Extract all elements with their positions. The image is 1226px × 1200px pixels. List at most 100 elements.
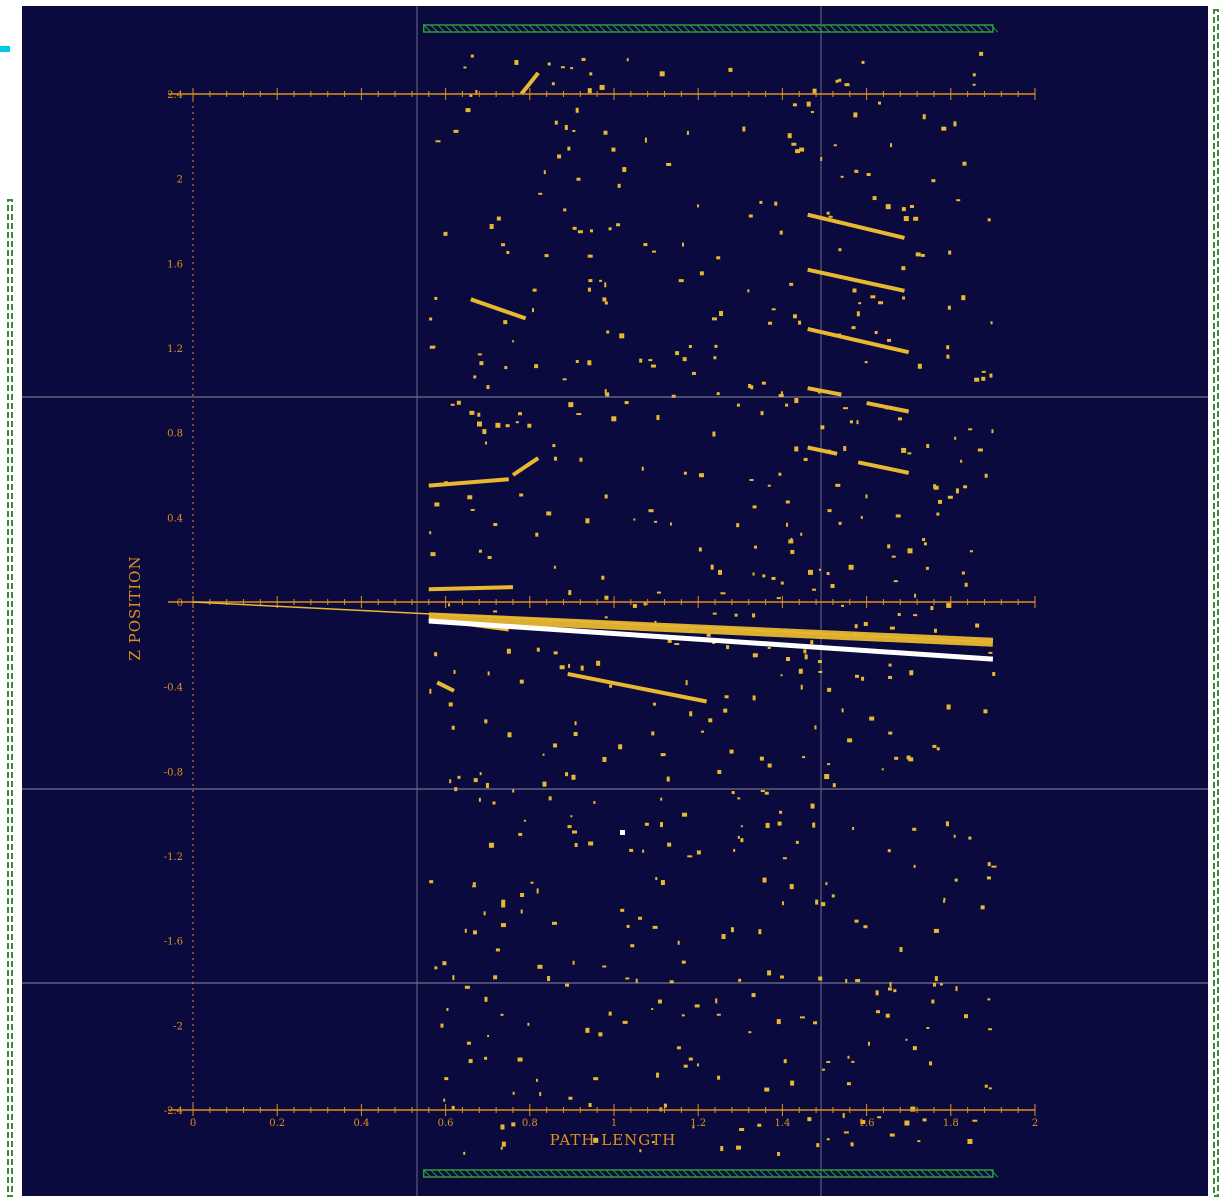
track-segment-8 <box>807 212 905 240</box>
track-segment-12 <box>866 401 910 414</box>
hit-point <box>771 576 776 580</box>
hit-point <box>537 964 543 969</box>
boundary-hatch <box>514 24 523 33</box>
hit-point <box>683 1064 688 1068</box>
hit-point <box>913 864 916 868</box>
hit-point <box>484 719 488 722</box>
boundary-hatch <box>451 1169 460 1178</box>
hit-point <box>682 812 688 817</box>
x-tick-labels: 0 0.2 0.4 0.6 0.8 1 1.2 1.4 1.6 1.8 2 <box>190 1118 1038 1129</box>
boundary-hatch <box>472 24 481 33</box>
hit-point <box>538 192 543 195</box>
hit-point <box>907 452 912 455</box>
boundary-hatch <box>843 1169 852 1178</box>
y-axis-title: Z POSITION <box>126 555 144 660</box>
hit-point <box>794 398 799 404</box>
hit-point <box>860 515 863 519</box>
hit-point <box>930 606 934 611</box>
boundary-hatch <box>528 24 537 33</box>
hit-point <box>889 626 895 630</box>
boundary-hatch <box>990 1169 999 1178</box>
hit-point <box>730 927 734 933</box>
hit-point <box>589 72 593 76</box>
hit-point <box>434 652 438 657</box>
hit-point <box>899 947 903 953</box>
hit-point <box>749 479 754 482</box>
hit-point <box>472 885 477 888</box>
boundary-hatch <box>598 24 607 33</box>
hit-point <box>835 483 841 487</box>
hit-point <box>728 67 733 72</box>
hit-point <box>570 815 573 818</box>
boundary-hatch <box>780 1169 789 1178</box>
hit-point <box>953 834 956 838</box>
hit-point <box>547 976 551 982</box>
boundary-band-0 <box>423 24 994 33</box>
hit-point <box>888 731 893 735</box>
hit-point <box>511 1122 516 1127</box>
hit-point <box>936 512 940 516</box>
boundary-hatch <box>850 1169 859 1178</box>
hit-point <box>674 643 680 646</box>
hit-point <box>666 776 670 782</box>
boundary-hatch <box>465 1169 474 1178</box>
hit-point <box>571 774 576 780</box>
hit-point <box>947 495 953 499</box>
boundary-hatch <box>703 24 712 33</box>
hit-point <box>752 613 756 618</box>
hit-point <box>451 1105 455 1110</box>
track-segment-3 <box>511 456 540 477</box>
hit-point <box>539 1092 542 1097</box>
hit-point <box>678 279 684 283</box>
hit-point <box>440 1023 444 1028</box>
hit-point <box>812 588 817 591</box>
hit-point <box>479 361 484 366</box>
hit-point <box>778 394 784 398</box>
hit-point <box>651 1141 655 1144</box>
hit-point <box>523 819 526 822</box>
hit-point <box>454 787 458 792</box>
hit-point <box>616 223 621 227</box>
hit-point <box>604 595 609 600</box>
hit-point <box>943 899 946 903</box>
hit-point <box>469 410 475 415</box>
boundary-hatch <box>521 24 530 33</box>
hit-point <box>488 842 494 848</box>
boundary-hatch <box>423 24 432 33</box>
boundary-hatch <box>675 1169 684 1178</box>
boundary-hatch <box>444 1169 453 1178</box>
boundary-hatch <box>857 1169 866 1178</box>
boundary-hatch <box>906 1169 915 1178</box>
hit-point <box>660 822 664 828</box>
hit-point <box>780 581 784 585</box>
hit-point <box>737 835 740 839</box>
hit-point <box>696 850 701 855</box>
boundary-hatch <box>773 24 782 33</box>
hit-point <box>642 849 645 853</box>
y-tick-label: -2 <box>173 1021 183 1032</box>
hit-point <box>815 899 819 905</box>
hit-point <box>897 613 901 617</box>
hit-point <box>850 1142 854 1147</box>
hit-point <box>430 552 436 557</box>
boundary-hatch <box>787 1169 796 1178</box>
hit-point <box>827 509 832 513</box>
boundary-hatch <box>458 24 467 33</box>
hit-point <box>854 624 858 629</box>
hit-point <box>785 500 790 504</box>
hit-point <box>659 71 665 77</box>
hit-point <box>933 982 937 987</box>
hit-point <box>605 392 610 397</box>
hit-point <box>869 716 875 721</box>
hit-point <box>429 880 434 884</box>
hit-point <box>729 749 734 754</box>
hit-point <box>822 1068 826 1071</box>
hit-point <box>590 229 594 233</box>
hit-point <box>553 743 558 748</box>
boundary-hatch <box>745 1169 754 1178</box>
y-tick-label: 0.8 <box>167 429 183 440</box>
hit-point <box>778 472 782 476</box>
hit-point <box>477 412 481 417</box>
hit-point <box>470 508 475 511</box>
hit-point <box>747 289 750 293</box>
